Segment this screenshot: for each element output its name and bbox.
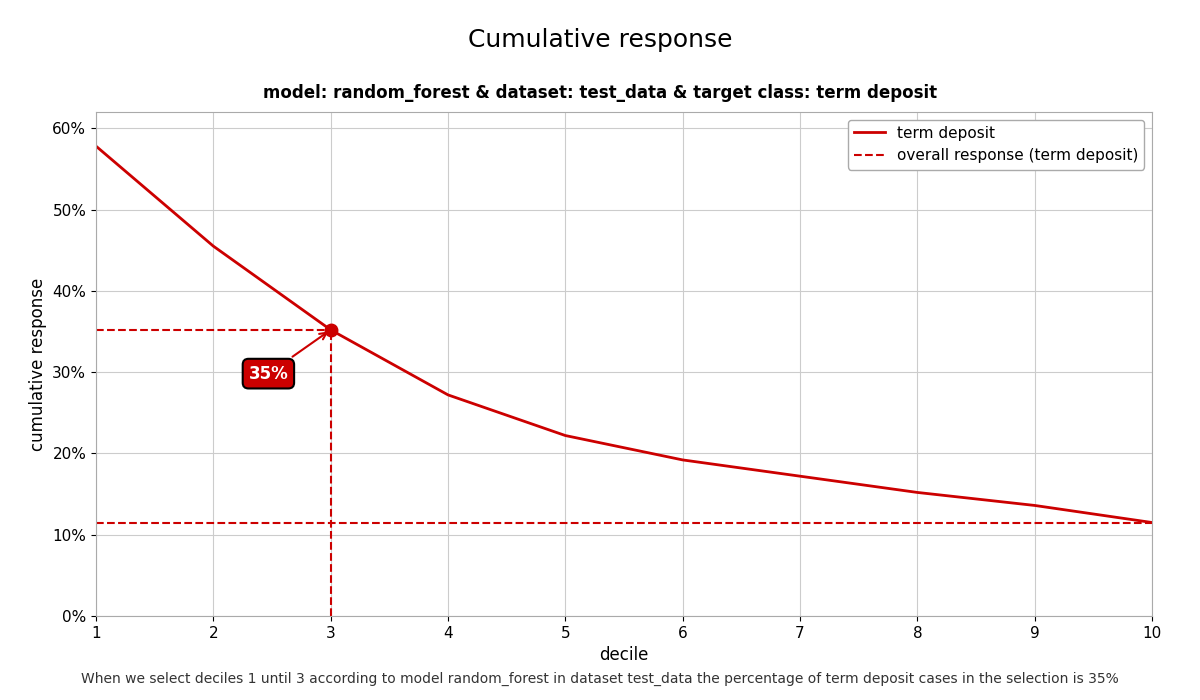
term deposit — [1145, 518, 1159, 526]
Y-axis label: cumulative response: cumulative response — [29, 277, 47, 451]
term deposit — [324, 326, 338, 334]
Line: term deposit: term deposit — [96, 146, 1152, 522]
term deposit — [676, 456, 690, 464]
Text: 35%: 35% — [248, 332, 326, 383]
term deposit — [206, 242, 221, 251]
term deposit — [793, 472, 808, 480]
term deposit — [910, 488, 924, 496]
Text: Cumulative response: Cumulative response — [468, 28, 732, 52]
Text: When we select deciles 1 until 3 according to model random_forest in dataset tes: When we select deciles 1 until 3 accordi… — [82, 672, 1118, 686]
Legend: term deposit, overall response (term deposit): term deposit, overall response (term dep… — [848, 120, 1145, 169]
Text: model: random_forest & dataset: test_data & target class: term deposit: model: random_forest & dataset: test_dat… — [263, 83, 937, 102]
X-axis label: decile: decile — [599, 646, 649, 664]
overall response (term deposit) — [89, 518, 103, 526]
term deposit — [89, 142, 103, 150]
term deposit — [1027, 501, 1042, 510]
term deposit — [440, 391, 455, 399]
term deposit — [558, 431, 572, 440]
